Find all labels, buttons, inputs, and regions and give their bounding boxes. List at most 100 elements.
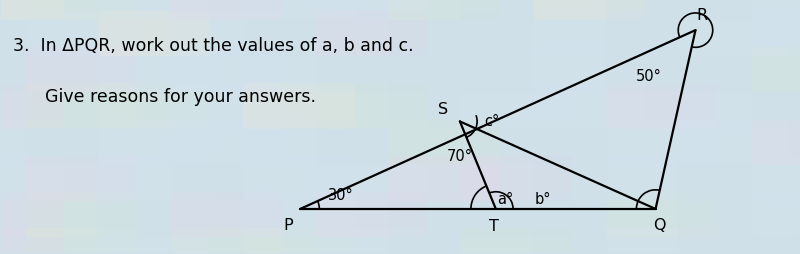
FancyBboxPatch shape [0, 47, 65, 93]
FancyBboxPatch shape [606, 11, 718, 57]
Text: a°: a° [498, 192, 514, 207]
FancyBboxPatch shape [316, 11, 427, 57]
FancyBboxPatch shape [243, 156, 355, 201]
FancyBboxPatch shape [751, 0, 800, 21]
FancyBboxPatch shape [534, 192, 646, 237]
Text: P: P [283, 217, 293, 232]
FancyBboxPatch shape [0, 11, 65, 57]
FancyBboxPatch shape [170, 47, 282, 93]
FancyBboxPatch shape [461, 192, 573, 237]
Text: 30°: 30° [328, 188, 354, 203]
FancyBboxPatch shape [534, 0, 646, 21]
FancyBboxPatch shape [678, 228, 790, 254]
FancyBboxPatch shape [26, 228, 137, 254]
FancyBboxPatch shape [388, 11, 500, 57]
FancyBboxPatch shape [388, 84, 500, 129]
FancyBboxPatch shape [751, 192, 800, 237]
FancyBboxPatch shape [751, 156, 800, 201]
FancyBboxPatch shape [98, 192, 210, 237]
FancyBboxPatch shape [243, 84, 355, 129]
Text: 70°: 70° [446, 149, 472, 164]
FancyBboxPatch shape [606, 120, 718, 165]
FancyBboxPatch shape [388, 47, 500, 93]
FancyBboxPatch shape [534, 47, 646, 93]
FancyBboxPatch shape [678, 0, 790, 21]
FancyBboxPatch shape [26, 11, 137, 57]
FancyBboxPatch shape [170, 84, 282, 129]
FancyBboxPatch shape [0, 84, 65, 129]
FancyBboxPatch shape [461, 156, 573, 201]
FancyBboxPatch shape [243, 192, 355, 237]
FancyBboxPatch shape [678, 120, 790, 165]
Text: c°: c° [485, 113, 500, 128]
FancyBboxPatch shape [316, 84, 427, 129]
FancyBboxPatch shape [243, 228, 355, 254]
FancyBboxPatch shape [26, 156, 137, 201]
FancyBboxPatch shape [606, 228, 718, 254]
Text: Q: Q [654, 217, 666, 232]
FancyBboxPatch shape [316, 228, 427, 254]
FancyBboxPatch shape [98, 0, 210, 21]
FancyBboxPatch shape [606, 84, 718, 129]
FancyBboxPatch shape [0, 156, 65, 201]
FancyBboxPatch shape [461, 11, 573, 57]
FancyBboxPatch shape [243, 47, 355, 93]
FancyBboxPatch shape [170, 228, 282, 254]
FancyBboxPatch shape [0, 120, 65, 165]
FancyBboxPatch shape [243, 120, 355, 165]
FancyBboxPatch shape [751, 11, 800, 57]
FancyBboxPatch shape [316, 120, 427, 165]
FancyBboxPatch shape [0, 192, 65, 237]
FancyBboxPatch shape [678, 47, 790, 93]
FancyBboxPatch shape [606, 0, 718, 21]
FancyBboxPatch shape [678, 11, 790, 57]
Text: b°: b° [534, 192, 550, 207]
FancyBboxPatch shape [316, 47, 427, 93]
FancyBboxPatch shape [98, 11, 210, 57]
FancyBboxPatch shape [170, 192, 282, 237]
FancyBboxPatch shape [316, 192, 427, 237]
FancyBboxPatch shape [0, 228, 65, 254]
FancyBboxPatch shape [26, 84, 137, 129]
FancyBboxPatch shape [534, 228, 646, 254]
FancyBboxPatch shape [388, 156, 500, 201]
FancyBboxPatch shape [606, 47, 718, 93]
FancyBboxPatch shape [26, 47, 137, 93]
FancyBboxPatch shape [388, 228, 500, 254]
FancyBboxPatch shape [316, 0, 427, 21]
FancyBboxPatch shape [678, 192, 790, 237]
FancyBboxPatch shape [606, 192, 718, 237]
Text: Give reasons for your answers.: Give reasons for your answers. [45, 88, 316, 106]
FancyBboxPatch shape [534, 84, 646, 129]
FancyBboxPatch shape [461, 0, 573, 21]
Text: R: R [696, 8, 707, 23]
FancyBboxPatch shape [606, 156, 718, 201]
FancyBboxPatch shape [98, 156, 210, 201]
FancyBboxPatch shape [170, 11, 282, 57]
FancyBboxPatch shape [0, 0, 65, 21]
Text: T: T [490, 218, 499, 233]
FancyBboxPatch shape [26, 120, 137, 165]
FancyBboxPatch shape [678, 84, 790, 129]
FancyBboxPatch shape [243, 11, 355, 57]
FancyBboxPatch shape [534, 11, 646, 57]
FancyBboxPatch shape [461, 47, 573, 93]
FancyBboxPatch shape [461, 120, 573, 165]
Text: 50°: 50° [635, 69, 662, 84]
FancyBboxPatch shape [751, 228, 800, 254]
FancyBboxPatch shape [388, 120, 500, 165]
Text: 3.  In ΔPQR, work out the values of a, b and c.: 3. In ΔPQR, work out the values of a, b … [13, 37, 414, 55]
FancyBboxPatch shape [243, 0, 355, 21]
FancyBboxPatch shape [98, 228, 210, 254]
FancyBboxPatch shape [751, 47, 800, 93]
FancyBboxPatch shape [751, 120, 800, 165]
FancyBboxPatch shape [26, 192, 137, 237]
FancyBboxPatch shape [170, 156, 282, 201]
FancyBboxPatch shape [170, 0, 282, 21]
FancyBboxPatch shape [678, 156, 790, 201]
FancyBboxPatch shape [26, 0, 137, 21]
FancyBboxPatch shape [461, 228, 573, 254]
FancyBboxPatch shape [98, 120, 210, 165]
FancyBboxPatch shape [316, 156, 427, 201]
FancyBboxPatch shape [534, 156, 646, 201]
